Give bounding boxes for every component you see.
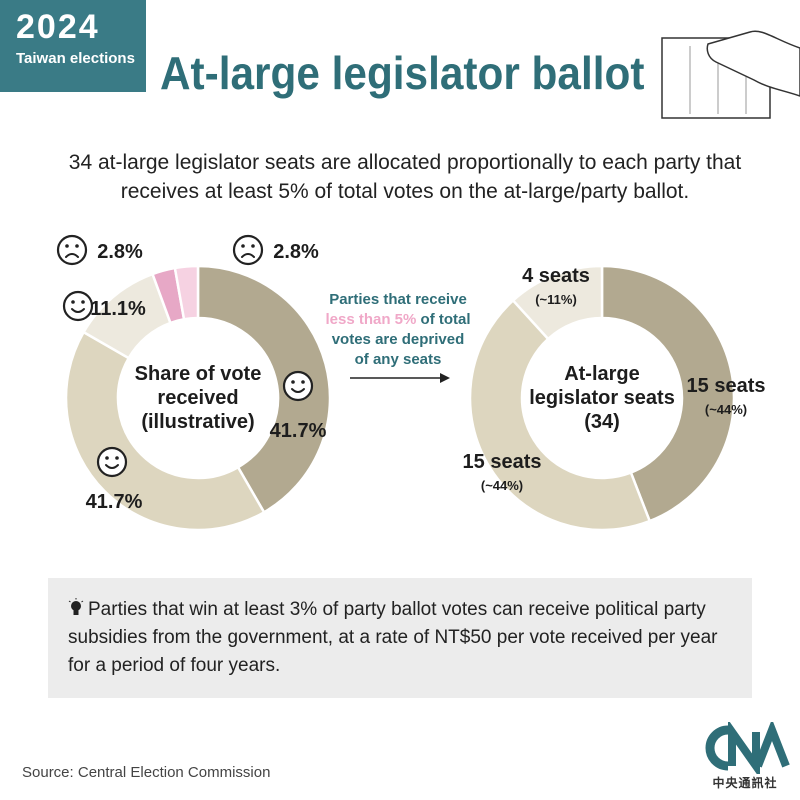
middle-note: Parties that receive less than 5% of tot… xyxy=(325,291,471,383)
donut-slice-3 xyxy=(511,264,604,341)
donut-center-title-2: legislator seats xyxy=(529,387,675,409)
seats-label-2: 15 seats xyxy=(463,451,542,473)
donut-slice-5 xyxy=(173,264,200,321)
face-sad-icon xyxy=(232,234,264,266)
middle-note-line3: votes are deprived xyxy=(332,331,465,348)
donut-slice-2 xyxy=(64,330,266,532)
vote-share-label-3: 11.1% xyxy=(90,298,146,320)
face-sad-icon xyxy=(56,234,88,266)
donut-slice-2 xyxy=(468,298,652,532)
intro-text: 34 at-large legislator seats are allocat… xyxy=(68,151,742,203)
donut-slice-1 xyxy=(600,264,736,523)
arrow-head-icon xyxy=(440,373,450,383)
middle-note-highlight: less than 5% xyxy=(325,311,416,328)
subsidy-note: Parties that win at least 3% of party ba… xyxy=(48,578,752,698)
seats-sublabel-2: (~44%) xyxy=(481,478,523,493)
ballot-hand-icon xyxy=(661,30,800,119)
middle-note-line2: of total xyxy=(416,311,470,328)
middle-note-line1: Parties that receive xyxy=(329,291,467,308)
cna-logo: 中央通訊社 xyxy=(700,718,790,794)
election-badge: 2024 Taiwan elections xyxy=(0,0,146,92)
seats-sublabel-1: (~44%) xyxy=(705,402,747,417)
seats-label-3: 4 seats xyxy=(522,265,590,287)
face-happy-icon xyxy=(62,290,94,322)
face-happy-icon xyxy=(282,370,314,402)
page-title: At-large legislator ballot xyxy=(160,47,645,99)
source-text: Source: Central Election Commission xyxy=(22,764,271,781)
lightbulb-icon xyxy=(68,598,84,615)
svg-text:less than 5% of total: less than 5% of total xyxy=(325,311,470,328)
vote-share-label-2: 41.7% xyxy=(86,491,143,513)
middle-note-line4: of any seats xyxy=(355,351,442,368)
donut-center-title-1: Share of vote xyxy=(135,363,262,385)
donut-center-title-3: (34) xyxy=(584,411,620,433)
seats-sublabel-3: (~11%) xyxy=(535,292,577,307)
donut-slice-1 xyxy=(196,264,332,514)
vote-share-label-5: 2.8% xyxy=(273,241,319,263)
donut-center-title-3: (illustrative) xyxy=(141,411,254,433)
vote-share-label-1: 41.7% xyxy=(270,420,327,442)
face-happy-icon xyxy=(96,446,128,478)
badge-year: 2024 xyxy=(16,8,100,46)
donut-center-title-2: received xyxy=(157,387,238,409)
cna-logo-icon xyxy=(705,718,790,779)
vote-share-label-4: 2.8% xyxy=(97,241,143,263)
donut-center-title-1: At-large xyxy=(564,363,640,385)
cna-logo-text: 中央通訊社 xyxy=(712,776,778,790)
badge-subtitle: Taiwan elections xyxy=(16,50,135,67)
subsidy-note-text: Parties that win at least 3% of party ba… xyxy=(68,599,718,676)
seats-label-1: 15 seats xyxy=(687,375,766,397)
